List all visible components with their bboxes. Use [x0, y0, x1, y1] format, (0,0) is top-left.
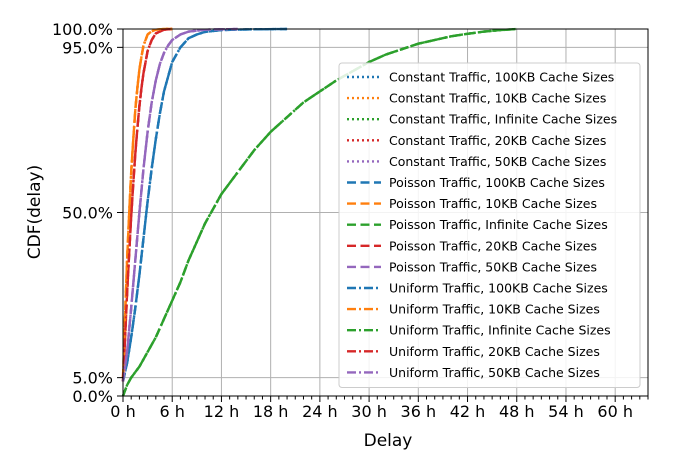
- x-tick-label: 0 h: [110, 402, 135, 421]
- y-tick-label: 100.0%: [52, 20, 113, 39]
- x-tick-label: 60 h: [597, 402, 633, 421]
- legend-entry-label: Constant Traffic, Infinite Cache Sizes: [389, 112, 617, 127]
- x-tick-label: 18 h: [253, 402, 289, 421]
- x-axis-ticks: 0 h 6 h 12 h 18 h 24 h 30 h 36 h 42 h 48 h 54 h 60…: [110, 396, 649, 421]
- legend: Constant Traffic, 100KB Cache Sizes Const…: [338, 62, 641, 388]
- series-line-12: [121, 27, 173, 378]
- legend-entry-label: Uniform Traffic, 20KB Cache Sizes: [389, 344, 600, 359]
- x-tick-label: 48 h: [499, 402, 535, 421]
- series-lines: [121, 27, 517, 397]
- y-tick-label: 50.0%: [62, 204, 113, 223]
- legend-entry-label: Uniform Traffic, 100KB Cache Sizes: [389, 281, 608, 296]
- x-tick-label: 12 h: [204, 402, 240, 421]
- legend-entry-label: Uniform Traffic, 10KB Cache Sizes: [389, 302, 600, 317]
- legend-box: [338, 62, 641, 388]
- legend-entry-label: Uniform Traffic, Infinite Cache Sizes: [389, 323, 611, 338]
- legend-entry-label: Constant Traffic, 50KB Cache Sizes: [389, 154, 606, 169]
- x-tick-label: 6 h: [160, 402, 185, 421]
- series-line-14: [121, 27, 173, 382]
- series-line-15: [121, 27, 238, 382]
- series-line-6: [121, 27, 288, 382]
- legend-entry-label: Uniform Traffic, 50KB Cache Sizes: [389, 365, 600, 380]
- legend-entry-label: Constant Traffic, 100KB Cache Sizes: [389, 70, 614, 85]
- x-tick-label: 30 h: [351, 402, 387, 421]
- legend-entry-label: Poisson Traffic, 50KB Cache Sizes: [389, 259, 597, 274]
- legend-entry-label: Poisson Traffic, 100KB Cache Sizes: [389, 175, 605, 190]
- x-tick-label: 36 h: [401, 402, 437, 421]
- x-tick-label: 54 h: [548, 402, 584, 421]
- x-tick-label: 24 h: [302, 402, 338, 421]
- series-line-11: [121, 27, 288, 382]
- y-axis-label: CDF(delay): [25, 165, 45, 259]
- y-tick-label: 0.0%: [72, 387, 113, 406]
- x-axis-label: Delay: [364, 431, 413, 451]
- x-tick-label: 42 h: [450, 402, 486, 421]
- legend-entry-label: Constant Traffic, 20KB Cache Sizes: [389, 133, 606, 148]
- legend-entry-label: Poisson Traffic, 10KB Cache Sizes: [389, 196, 597, 211]
- y-tick-label: 95.0%: [62, 38, 113, 57]
- series-line-13: [121, 27, 517, 397]
- y-axis-ticks: 0.0%5.0% 50.0% 95.0%100.0%: [52, 20, 123, 406]
- legend-entry-label: Constant Traffic, 10KB Cache Sizes: [389, 91, 606, 106]
- y-tick-label: 5.0%: [72, 369, 113, 388]
- legend-entry-label: Poisson Traffic, Infinite Cache Sizes: [389, 217, 608, 232]
- legend-entry-label: Poisson Traffic, 20KB Cache Sizes: [389, 238, 597, 253]
